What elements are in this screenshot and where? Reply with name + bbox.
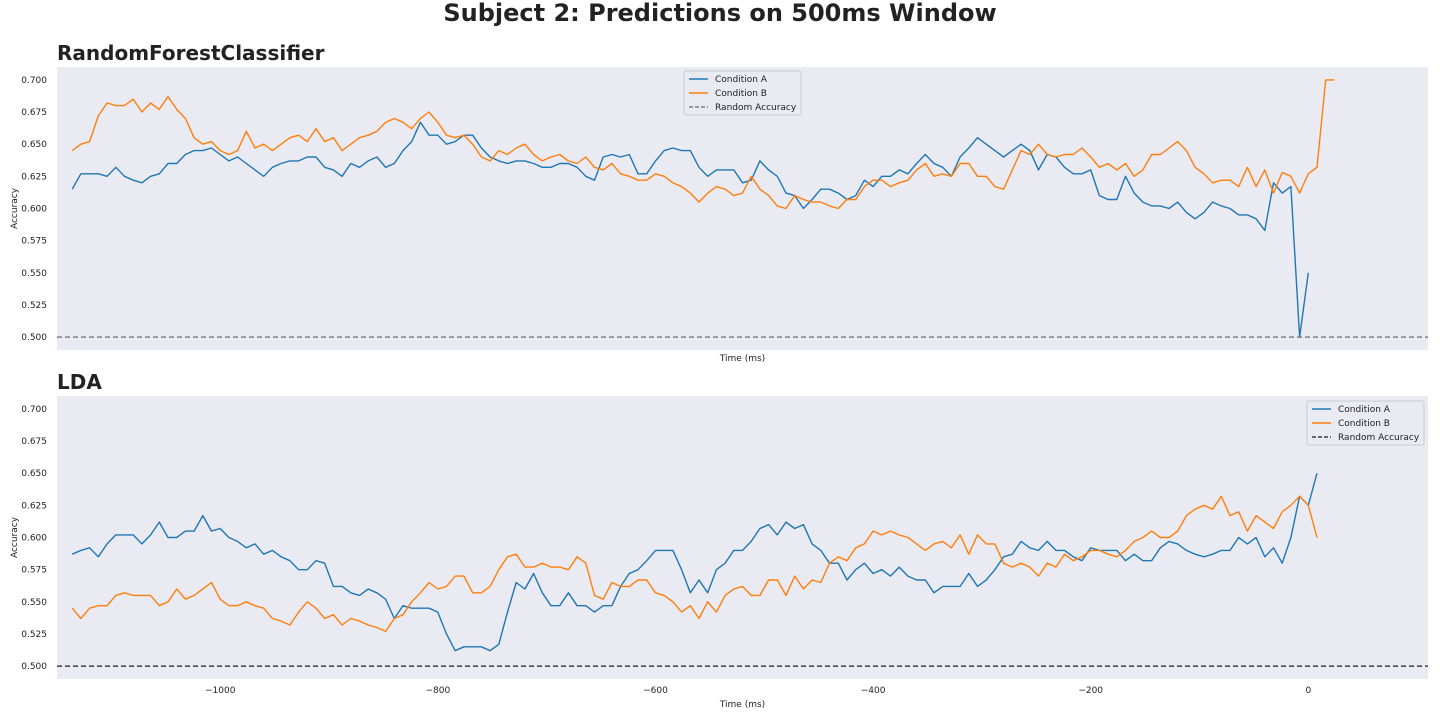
y-tick-label: 0.700 [21, 405, 47, 415]
y-tick-label: 0.675 [21, 437, 47, 447]
y-tick-label: 0.550 [21, 269, 47, 279]
y-tick-label: 0.550 [21, 598, 47, 608]
y-tick-label: 0.575 [21, 237, 47, 247]
series-line-condition-a [71, 473, 1318, 652]
y-tick-label: 0.650 [21, 140, 47, 150]
chart-panel-lda: LDA 0.500 0.525 0.550 0.575 0.600 0.625 0.650 0.… [10, 370, 1428, 710]
series-line-condition-b [71, 79, 1335, 210]
y-tick-label: 0.675 [21, 108, 47, 118]
legend-entry: Condition B [715, 89, 767, 99]
y-tick-label: 0.625 [21, 172, 47, 182]
y-tick-label: 0.650 [21, 469, 47, 479]
x-tick-label: −400 [861, 686, 886, 696]
y-tick-label: 0.525 [21, 301, 47, 311]
series-line-condition-b [71, 495, 1318, 633]
x-tick-label: 0 [1305, 686, 1311, 696]
y-tick-label: 0.600 [21, 534, 47, 544]
legend-entry: Condition A [715, 75, 768, 85]
panel-title: LDA [57, 370, 102, 394]
plot-area [57, 396, 1428, 679]
panel-title: RandomForestClassifier [57, 41, 325, 65]
figure-suptitle: Subject 2: Predictions on 500ms Window [443, 0, 996, 27]
series-line-condition-a [71, 121, 1309, 338]
y-tick-label: 0.700 [21, 76, 47, 86]
x-tick-label: −600 [643, 686, 668, 696]
x-tick-label: −1000 [205, 686, 236, 696]
x-axis-label: Time (ms) [719, 354, 765, 364]
x-tick-label: −800 [425, 686, 450, 696]
x-axis-label: Time (ms) [719, 700, 765, 710]
legend-entry: Random Accuracy [1338, 433, 1420, 443]
y-tick-label: 0.600 [21, 205, 47, 215]
legend-box [683, 70, 802, 116]
y-tick-label: 0.525 [21, 630, 47, 640]
legend: Condition A Condition B Random Accuracy [683, 70, 802, 116]
y-tick-label: 0.625 [21, 501, 47, 511]
y-axis-label: Accuracy [10, 187, 20, 229]
legend-entry: Condition A [1338, 405, 1391, 415]
legend-entry: Random Accuracy [715, 103, 797, 113]
legend-entry: Condition B [1338, 419, 1390, 429]
chart-panel-randomforest: RandomForestClassifier 0.500 0.525 0.550 0.5… [10, 41, 1428, 364]
legend-box [1306, 400, 1425, 446]
y-tick-label: 0.500 [21, 333, 47, 343]
y-axis-label: Accuracy [10, 516, 20, 558]
legend: Condition A Condition B Random Accuracy [1306, 400, 1425, 446]
y-tick-label: 0.500 [21, 662, 47, 672]
y-tick-label: 0.575 [21, 566, 47, 576]
x-tick-label: −200 [1078, 686, 1103, 696]
